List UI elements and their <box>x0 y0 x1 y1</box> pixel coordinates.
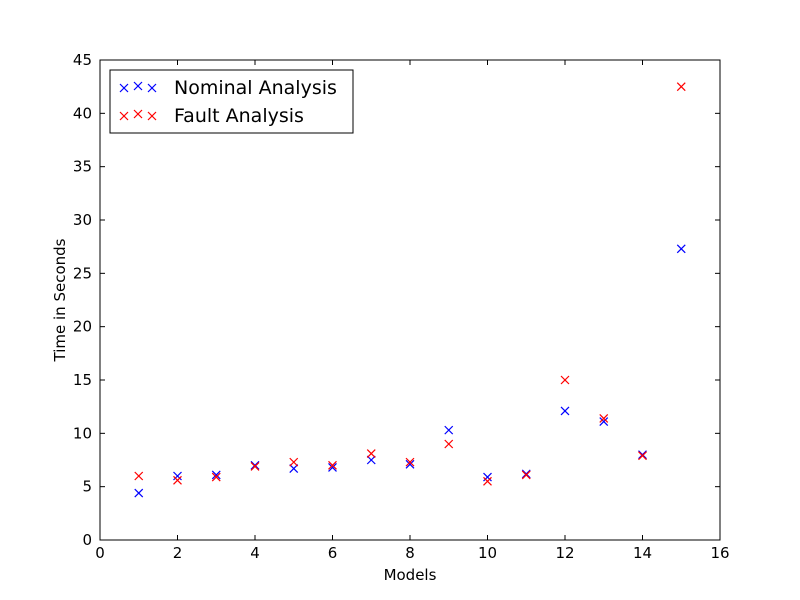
legend-marker <box>147 83 157 93</box>
data-point <box>676 244 686 254</box>
x-tick-label: 14 <box>633 544 652 562</box>
data-point <box>405 457 415 467</box>
x-tick-label: 0 <box>95 544 105 562</box>
y-tick-label: 10 <box>73 424 92 442</box>
data-point <box>483 472 492 482</box>
y-axis-label: Time in Seconds <box>51 238 69 362</box>
axis-ticks: 0 2 4 6 8 10 12 14 16 0 5 10 15 20 25 30 35 40 45 <box>73 51 730 562</box>
data-point <box>173 475 182 485</box>
data-point <box>444 425 454 435</box>
data-point <box>250 461 260 471</box>
legend-marker <box>133 81 143 91</box>
data-point <box>638 450 647 460</box>
y-tick-label: 20 <box>73 318 92 336</box>
legend-marker <box>133 109 143 119</box>
y-tick-label: 25 <box>73 264 92 282</box>
legend-entry: Nominal Analysis <box>119 77 337 99</box>
series-1 <box>134 82 686 486</box>
y-tick-label: 15 <box>73 371 92 389</box>
data-point <box>211 472 221 482</box>
y-tick-label: 35 <box>73 158 92 176</box>
x-tick-label: 6 <box>328 544 338 562</box>
data-point <box>444 439 454 449</box>
data-point <box>366 455 376 465</box>
x-tick-label: 12 <box>555 544 574 562</box>
x-tick-label: 8 <box>405 544 415 562</box>
legend-label: Nominal Analysis <box>174 77 337 99</box>
series-0 <box>134 244 686 498</box>
legend-label: Fault Analysis <box>174 105 304 127</box>
legend: Nominal Analysis Fault Analysis <box>109 69 354 134</box>
data-point <box>405 459 415 469</box>
x-tick-label: 16 <box>710 544 729 562</box>
data-point <box>560 406 570 416</box>
x-tick-label: 4 <box>250 544 260 562</box>
legend-marker <box>119 83 129 93</box>
y-tick-label: 5 <box>82 478 92 496</box>
legend-box <box>109 69 354 134</box>
data-point <box>638 451 647 461</box>
legend-entry: Fault Analysis <box>119 105 304 127</box>
data-point <box>560 375 570 385</box>
data-point <box>134 488 144 498</box>
legend-marker <box>147 111 157 121</box>
legend-marker <box>119 111 129 121</box>
data-point <box>521 469 531 479</box>
y-tick-label: 0 <box>82 531 92 549</box>
y-tick-label: 40 <box>73 104 92 122</box>
data-point <box>366 449 376 459</box>
data-point <box>289 457 299 467</box>
plot-marks <box>134 82 686 498</box>
data-point <box>676 82 686 92</box>
data-point <box>599 417 609 427</box>
data-point <box>173 471 182 481</box>
x-tick-label: 10 <box>478 544 497 562</box>
x-axis-label: Models <box>384 566 437 584</box>
data-point <box>134 471 144 481</box>
data-point <box>211 470 221 480</box>
data-point <box>599 413 609 423</box>
data-point <box>521 470 531 480</box>
data-point <box>483 476 492 486</box>
data-point <box>328 460 337 470</box>
data-point <box>289 464 299 473</box>
x-tick-label: 2 <box>173 544 183 562</box>
y-tick-label: 45 <box>73 51 92 69</box>
data-point <box>250 460 260 470</box>
y-tick-label: 30 <box>73 211 92 229</box>
data-point <box>328 463 337 472</box>
